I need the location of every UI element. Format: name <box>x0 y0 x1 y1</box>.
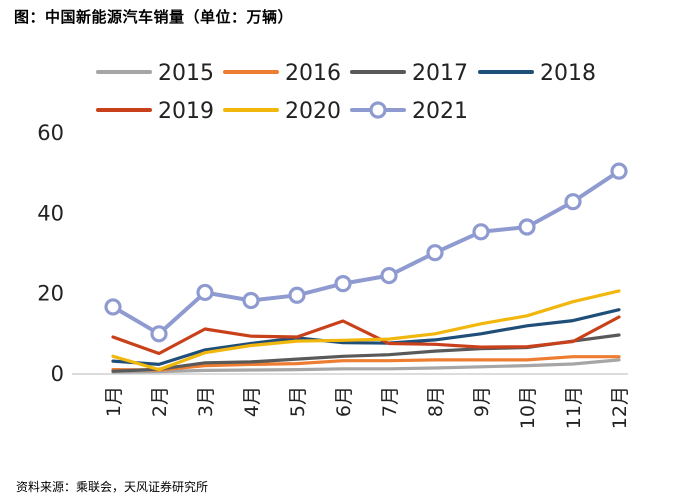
data-point-2021 <box>610 162 628 180</box>
x-tick-label: 9月 <box>471 386 493 417</box>
series-line-2016 <box>111 355 621 372</box>
legend-label-2017: 2017 <box>412 61 468 86</box>
data-point-2021 <box>196 283 214 302</box>
legend-label-2019: 2019 <box>158 99 214 124</box>
legend-label-2015: 2015 <box>158 61 214 86</box>
data-point-2021 <box>472 223 490 241</box>
source-note: 资料来源：乘联会，天风证券研究所 <box>16 480 209 494</box>
data-point-2021 <box>150 325 168 343</box>
legend-marker-2021 <box>369 101 387 119</box>
series-line-2018 <box>111 308 621 366</box>
y-tick-label: 40 <box>37 201 64 225</box>
data-point-2021 <box>334 275 352 293</box>
x-tick-label: 10月 <box>517 386 539 429</box>
series-line-2020 <box>111 289 621 372</box>
x-tick-label: 3月 <box>195 386 217 417</box>
figure-title: 图：中国新能源汽车销量（单位：万辆） <box>14 8 294 26</box>
data-point-2021 <box>564 193 582 211</box>
chart-series <box>104 162 628 374</box>
series-line-2019 <box>111 315 621 356</box>
x-tick-label: 4月 <box>241 386 263 417</box>
x-tick-label: 6月 <box>333 386 355 417</box>
x-tick-label: 12月 <box>609 386 631 429</box>
legend-label-2021: 2021 <box>412 99 468 124</box>
legend-label-2016: 2016 <box>285 61 341 86</box>
y-tick-label: 0 <box>51 362 64 386</box>
x-tick-label: 7月 <box>379 386 401 417</box>
data-point-2021 <box>518 218 536 236</box>
x-tick-label: 5月 <box>287 386 309 417</box>
chart-axes: 0 20 40 60 1月 2月 3月 4月 5月 6月 7月 8月 9月 10月 11月 12月 <box>37 121 631 429</box>
data-point-2021 <box>380 266 398 285</box>
x-tick-label: 8月 <box>425 386 447 417</box>
x-tick-label: 1月 <box>103 386 125 417</box>
data-point-2021 <box>426 244 444 262</box>
data-point-2021 <box>104 298 122 316</box>
legend-label-2018: 2018 <box>540 61 596 86</box>
y-tick-label: 20 <box>37 282 64 306</box>
series-line-2015 <box>111 358 621 374</box>
legend-label-2020: 2020 <box>285 99 341 124</box>
data-point-2021 <box>242 291 260 310</box>
series-line-2021 <box>111 169 621 336</box>
y-tick-label: 60 <box>37 121 64 145</box>
data-point-2021 <box>288 286 306 304</box>
x-tick-label: 11月 <box>563 386 585 429</box>
x-tick-label: 2月 <box>149 386 171 417</box>
chart-legend: 2015 2016 2017 2018 2019 2020 2021 <box>96 61 596 124</box>
